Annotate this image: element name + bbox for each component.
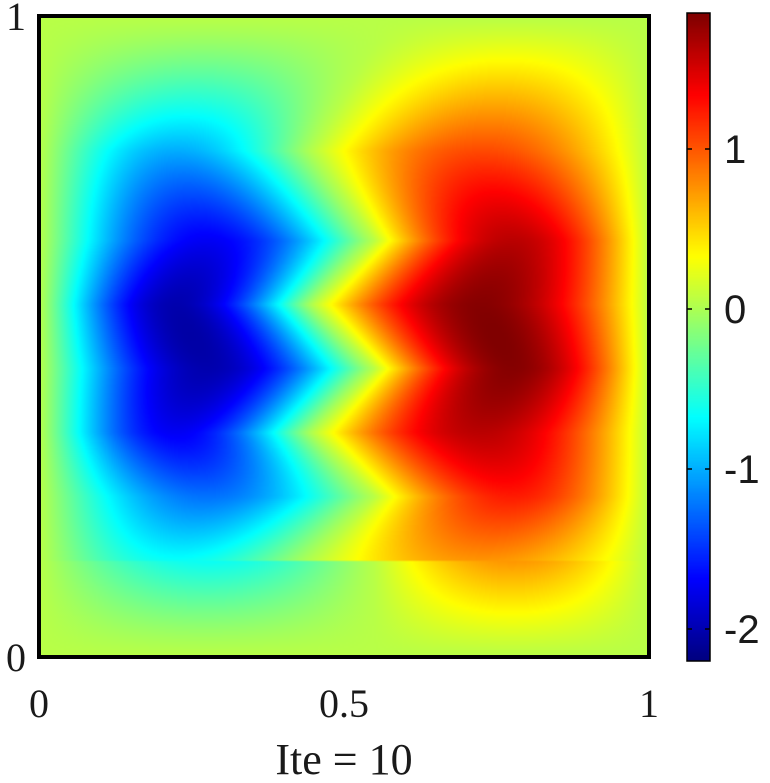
x-axis-label: Ite = 10 (275, 735, 412, 783)
x-tick-label: 0.5 (319, 681, 369, 726)
heatmap-plot-area (39, 16, 649, 657)
colorbar-tick-label: -1 (724, 448, 760, 492)
heatmap-image (39, 16, 649, 657)
colorbar-ticks: -2 -1 0 1 (687, 128, 760, 652)
x-axis-ticks: 0 0.5 1 (29, 681, 659, 726)
x-tick-label: 0 (29, 681, 49, 726)
colorbar-frame (686, 12, 711, 662)
y-axis-ticks: 01 (6, 0, 26, 680)
colorbar-gradient (687, 13, 710, 661)
x-tick-label: 1 (639, 681, 659, 726)
colorbar-tick-label: 0 (724, 288, 746, 332)
y-tick-label: 0 (6, 635, 26, 680)
colorbar-tick-label: 1 (724, 128, 746, 172)
plot-frame (37, 14, 651, 659)
y-tick-label: 1 (6, 0, 26, 39)
colorbar: -2 -1 0 1 (686, 12, 760, 662)
colorbar-tick-label: -2 (724, 608, 760, 652)
